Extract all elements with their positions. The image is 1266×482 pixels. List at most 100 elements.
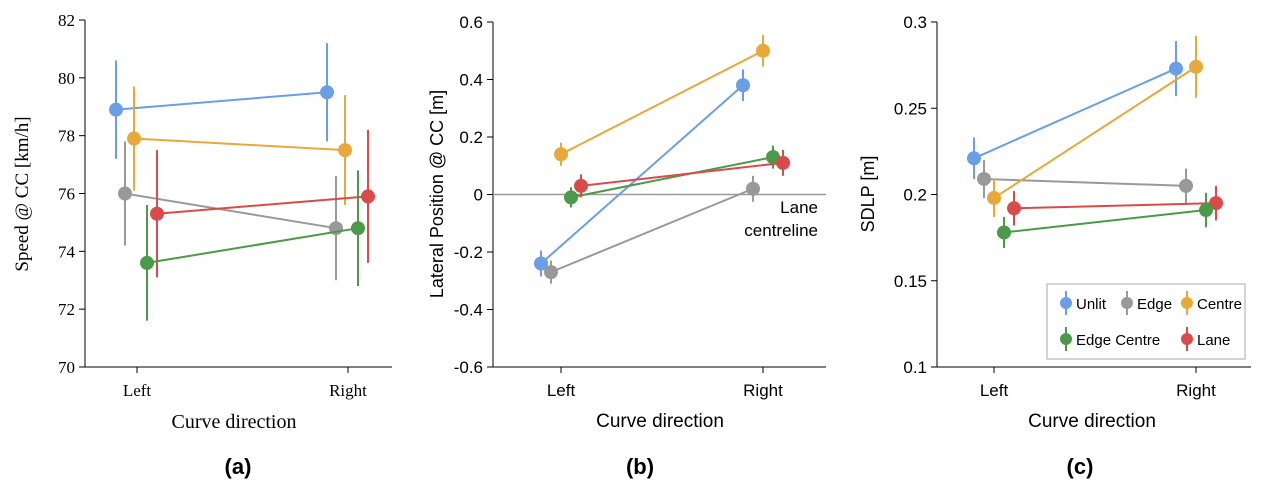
series-line (1003, 209, 1207, 234)
data-point (756, 43, 770, 58)
legend-box (1046, 283, 1246, 360)
data-point (338, 143, 352, 158)
x-tick-label: Left (123, 381, 152, 400)
series-unlit (109, 43, 334, 159)
x-tick-label: Right (743, 381, 783, 400)
series-line (580, 161, 784, 187)
series-unlit (534, 69, 750, 277)
series-line (124, 192, 337, 230)
annotation-line-2: centreline (744, 221, 818, 240)
y-tick-label: 0.6 (459, 13, 483, 32)
data-point (109, 102, 123, 117)
y-tick-label: 0.3 (903, 13, 927, 32)
data-point (554, 147, 568, 162)
legend-label: Unlit (1076, 296, 1107, 313)
y-tick-label: 78 (58, 127, 75, 146)
series-lane (1007, 185, 1223, 226)
series-line (560, 49, 764, 156)
series-line (115, 91, 328, 111)
legend-label: Edge Centre (1076, 332, 1160, 349)
data-point (127, 131, 141, 146)
legend-item-edge-centre: Edge Centre (1060, 327, 1160, 351)
x-axis-label: Curve direction (172, 411, 297, 433)
series-edge (544, 175, 760, 284)
data-point (140, 255, 154, 270)
series-lane (150, 129, 375, 278)
data-point (544, 265, 558, 280)
data-point (1199, 203, 1213, 218)
series-edge (977, 160, 1193, 204)
data-point (574, 178, 588, 193)
tick-group: 0.1 0.15 0.2 0.25 0.3 Left Right (894, 13, 1216, 400)
panel-label: (b) (626, 454, 654, 479)
series-line (570, 156, 774, 199)
series-centre (987, 35, 1203, 217)
y-tick-label: 74 (58, 242, 76, 261)
annotation-line-1: Lane (780, 198, 818, 217)
y-tick-label: -0.4 (454, 301, 483, 320)
legend-label: Centre (1197, 296, 1242, 313)
y-tick-label: 76 (58, 185, 75, 204)
y-tick-label: 0.2 (459, 128, 483, 147)
series-line (973, 67, 1177, 160)
y-axis-label: Speed @ CC [km/h] (12, 116, 33, 271)
data-point (746, 181, 760, 196)
series-line (146, 227, 359, 264)
panel-label: (c) (1067, 454, 1094, 479)
data-point (1007, 201, 1021, 216)
legend-marker (1060, 333, 1072, 345)
y-tick-label: 0.1 (903, 358, 927, 377)
legend-item-edge: Edge (1121, 291, 1172, 315)
x-axis-label: Curve direction (1028, 411, 1156, 432)
legend-label: Edge (1137, 296, 1172, 313)
tick-group: 70 72 74 76 78 80 82 Left Right (58, 11, 367, 400)
series-group (109, 43, 375, 321)
x-tick-label: Left (547, 381, 576, 400)
series-group (534, 34, 790, 284)
x-axis-label: Curve direction (596, 411, 724, 432)
data-point (1189, 59, 1203, 74)
y-tick-label: 72 (58, 300, 75, 319)
data-point (987, 190, 1001, 205)
y-tick-label: 0.15 (894, 272, 927, 291)
series-edge-centre (140, 170, 365, 321)
data-point (320, 85, 334, 100)
data-point (564, 190, 578, 205)
data-point (776, 155, 790, 170)
legend-item-centre: Centre (1181, 291, 1242, 315)
data-point (1169, 61, 1183, 76)
legend: Unlit Edge Centre Edge Centre Lane (1046, 283, 1246, 360)
panel-c: 0.1 0.15 0.2 0.25 0.3 Left Right Curve directi… (858, 13, 1251, 479)
series-line (550, 187, 754, 274)
y-tick-label: -0.6 (454, 358, 483, 377)
y-axis-label: Lateral Position @ CC [m] (427, 90, 447, 298)
series-line (540, 84, 744, 265)
data-point (150, 206, 164, 221)
legend-marker (1060, 297, 1072, 309)
series-edge-centre (997, 192, 1213, 248)
y-axis-label: SDLP [m] (858, 156, 878, 233)
data-point (351, 221, 365, 236)
series-centre (127, 86, 352, 206)
series-line (993, 66, 1197, 199)
legend-label: Lane (1197, 332, 1230, 349)
series-line (1013, 202, 1217, 210)
y-tick-label: -0.2 (454, 243, 483, 262)
series-unlit (967, 40, 1183, 179)
data-point (118, 186, 132, 201)
series-line (983, 177, 1187, 187)
tick-group: -0.6 -0.4 -0.2 0 0.2 0.4 0.6 Left Right (454, 13, 783, 400)
legend-item-unlit: Unlit (1060, 291, 1107, 315)
series-line (156, 195, 369, 215)
legend-item-lane: Lane (1181, 327, 1230, 351)
panel-b: -0.6 -0.4 -0.2 0 0.2 0.4 0.6 Left Right Lane cen… (427, 13, 826, 479)
legend-marker (1121, 297, 1133, 309)
legend-marker (1181, 333, 1193, 345)
series-lane (574, 149, 790, 198)
y-tick-label: 0.25 (894, 99, 927, 118)
data-point (977, 171, 991, 186)
y-tick-label: 0.2 (903, 186, 927, 205)
panel-label: (a) (225, 454, 252, 479)
